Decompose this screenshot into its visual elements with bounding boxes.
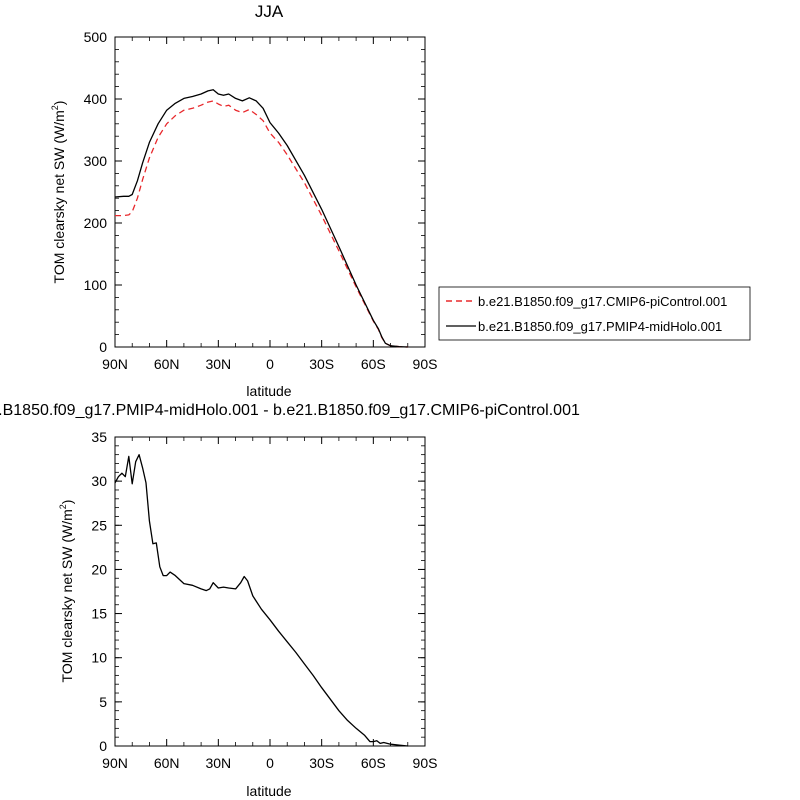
top-y-axis-label: TOM clearsky net SW (W/m2) [50,101,67,284]
top-x-tick-label: 0 [266,356,274,372]
top-x-tick-label: 90N [102,356,128,372]
bottom-series-line-0 [114,454,408,747]
top-ticks: 90N 60N 30N 0 30S 60S 90S 0 100 200 300 400 500 [84,29,438,372]
bottom-y-tick-label: 15 [91,606,107,622]
top-series-line-0 [115,100,408,348]
top-y-tick-label: 300 [84,153,108,169]
top-x-tick-label: 60N [154,356,180,372]
legend-label-picontrol: b.e21.B1850.f09_g17.CMIP6-piControl.001 [478,294,727,309]
bottom-y-axis-label: TOM clearsky net SW (W/m2) [58,500,75,683]
bottom-x-tick-label: 0 [266,755,274,771]
bottom-x-tick-label: 30S [309,755,334,771]
top-title: JJA [255,2,284,21]
top-y-tick-label: 400 [84,91,108,107]
bottom-x-tick-label: 60S [361,755,386,771]
top-plot-frame [114,36,426,348]
bottom-x-tick-label: 60N [154,755,180,771]
top-panel: JJA 90N 60N 30N 0 30S 60S 90S0100200300400500 … [50,2,751,399]
bottom-panel: b.e21.B1850.f09_g17.PMIP4-midHolo.001 - … [0,402,580,799]
legend-box [438,286,751,341]
bottom-y-tick-label: 35 [91,429,107,445]
legend-label-midholo: b.e21.B1850.f09_g17.PMIP4-midHolo.001 [478,319,722,334]
bottom-x-axis-label: latitude [246,783,291,799]
top-y-tick-label: 500 [84,29,108,45]
bottom-x-tick-label: 90S [413,755,438,771]
bottom-y-tick-label: 25 [91,517,107,533]
bottom-title: b.e21.B1850.f09_g17.PMIP4-midHolo.001 - … [0,402,580,419]
top-x-axis-label: latitude [246,383,291,399]
top-y-tick-label: 200 [84,215,108,231]
legend: b.e21.B1850.f09_g17.CMIP6-piControl.001 … [438,286,751,341]
bottom-x-tick-label: 30N [205,755,231,771]
top-x-tick-label: 30S [309,356,334,372]
top-y-tick-label: 100 [84,277,108,293]
top-x-tick-label: 30N [205,356,231,372]
bottom-plot-frame [114,436,426,747]
bottom-y-tick-label: 30 [91,473,107,489]
top-series-group [114,89,408,348]
bottom-ticks: 90N 60N 30N 0 30S 60S 90S 0 5 10 15 20 25 30 35 [91,429,437,771]
top-x-tick-label: 90S [413,356,438,372]
bottom-y-tick-label: 5 [99,694,107,710]
bottom-y-tick-label: 20 [91,561,107,577]
top-series-line-1 [114,89,408,348]
bottom-y-tick-label: 0 [99,738,107,754]
top-y-tick-label: 0 [99,339,107,355]
top-x-tick-label: 60S [361,356,386,372]
bottom-series-group [114,454,408,747]
bottom-y-tick-label: 10 [91,650,107,666]
bottom-x-tick-label: 90N [102,755,128,771]
